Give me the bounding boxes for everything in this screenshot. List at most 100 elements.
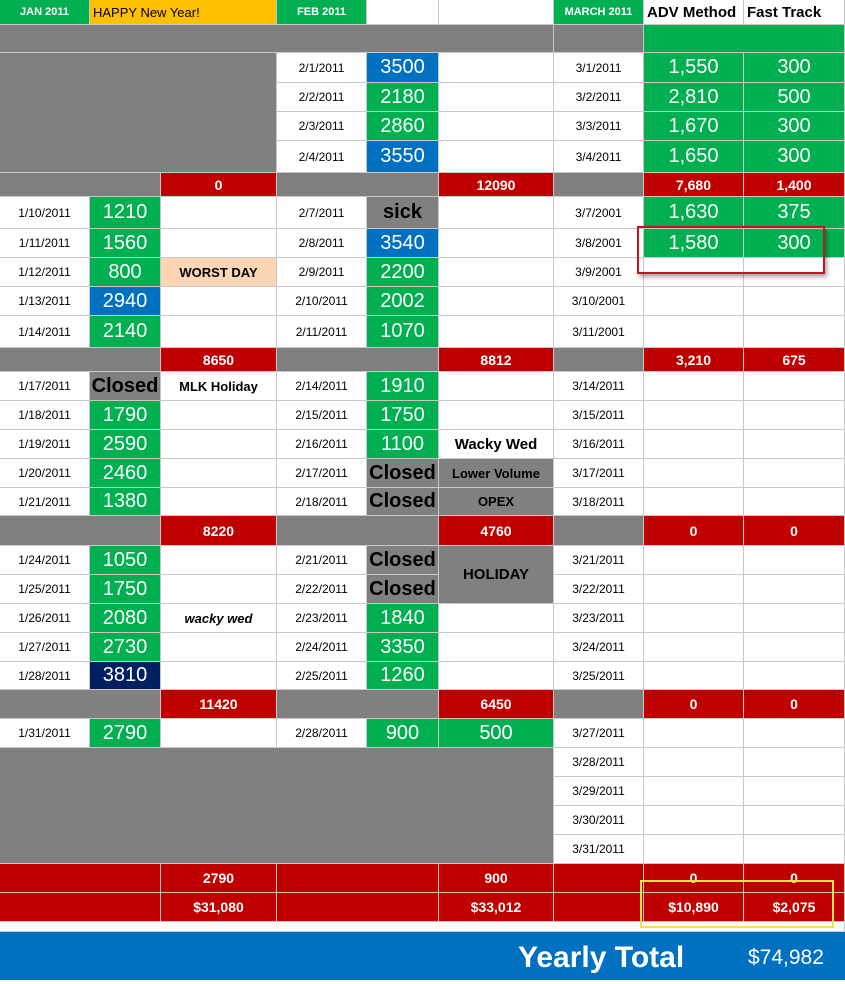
red-cell[interactable]: [277, 864, 439, 893]
jan-value[interactable]: 2790: [90, 719, 161, 748]
march-month-total-fast[interactable]: $2,075: [744, 893, 845, 922]
feb-weekly-total[interactable]: 8812: [439, 348, 554, 372]
jan-value[interactable]: 2940: [90, 287, 161, 316]
march-adv[interactable]: [644, 287, 744, 316]
march-fast[interactable]: [744, 316, 845, 348]
feb-note[interactable]: [439, 229, 554, 258]
feb-value[interactable]: 2200: [367, 258, 439, 287]
feb-month-total[interactable]: $33,012: [439, 893, 554, 922]
feb-weekly-total[interactable]: 12090: [439, 173, 554, 197]
march-adv[interactable]: [644, 806, 744, 835]
feb-weekly-total[interactable]: 6450: [439, 690, 554, 719]
fast-track-header[interactable]: Fast Track: [744, 0, 845, 25]
march-adv[interactable]: [644, 604, 744, 633]
march-weekly-total-adv[interactable]: 0: [644, 864, 744, 893]
jan-weekly-total[interactable]: 8220: [161, 516, 277, 546]
jan-value[interactable]: 1750: [90, 575, 161, 604]
march-fast[interactable]: [744, 777, 845, 806]
jan-gray-block[interactable]: [0, 53, 277, 173]
feb-value[interactable]: 3550: [367, 141, 439, 173]
march-adv[interactable]: [644, 662, 744, 690]
gray-cell[interactable]: [0, 173, 161, 197]
gray-block[interactable]: [0, 748, 554, 864]
jan-month-total[interactable]: $31,080: [161, 893, 277, 922]
jan-note[interactable]: [161, 662, 277, 690]
march-adv[interactable]: 1,650: [644, 141, 744, 173]
march-fast[interactable]: [744, 488, 845, 516]
jan-value[interactable]: Closed: [90, 372, 161, 401]
march-weekly-total-adv[interactable]: 3,210: [644, 348, 744, 372]
empty-cell[interactable]: [367, 0, 439, 25]
march-fast[interactable]: [744, 835, 845, 864]
march-fast[interactable]: [744, 604, 845, 633]
feb-note[interactable]: [439, 633, 554, 662]
march-adv[interactable]: [644, 575, 744, 604]
feb-note[interactable]: [439, 83, 554, 112]
jan-value[interactable]: 1790: [90, 401, 161, 430]
jan-value[interactable]: 1560: [90, 229, 161, 258]
feb-value[interactable]: Closed: [367, 488, 439, 516]
feb-note[interactable]: [439, 258, 554, 287]
jan-weekly-total[interactable]: 2790: [161, 864, 277, 893]
jan-value[interactable]: 2730: [90, 633, 161, 662]
jan-weekly-total[interactable]: 0: [161, 173, 277, 197]
jan-note[interactable]: WORST DAY: [161, 258, 277, 287]
march-adv[interactable]: 1,630: [644, 197, 744, 229]
jan-note[interactable]: [161, 459, 277, 488]
march-month-total-adv[interactable]: $10,890: [644, 893, 744, 922]
march-fast[interactable]: 300: [744, 53, 845, 83]
march-adv[interactable]: [644, 748, 744, 777]
march-adv[interactable]: [644, 835, 744, 864]
jan-weekly-total[interactable]: 11420: [161, 690, 277, 719]
feb-value[interactable]: 2002: [367, 287, 439, 316]
jan-note[interactable]: [161, 430, 277, 459]
feb-value[interactable]: Closed: [367, 546, 439, 575]
jan-value[interactable]: 2460: [90, 459, 161, 488]
adv-method-header[interactable]: ADV Method: [644, 0, 744, 25]
red-cell[interactable]: [277, 893, 439, 922]
jan-value[interactable]: 2590: [90, 430, 161, 459]
jan-value[interactable]: 1380: [90, 488, 161, 516]
gray-cell[interactable]: [0, 516, 161, 546]
feb-value[interactable]: Closed: [367, 459, 439, 488]
march-weekly-total-fast[interactable]: 675: [744, 348, 845, 372]
red-cell[interactable]: [0, 893, 161, 922]
gray-cell[interactable]: [554, 348, 644, 372]
empty-cell[interactable]: [439, 0, 554, 25]
feb-note[interactable]: [439, 662, 554, 690]
feb-value[interactable]: 3350: [367, 633, 439, 662]
march-adv[interactable]: [644, 777, 744, 806]
feb-value[interactable]: 1260: [367, 662, 439, 690]
march-adv[interactable]: 1,550: [644, 53, 744, 83]
march-adv[interactable]: 1,670: [644, 112, 744, 141]
jan-note[interactable]: [161, 229, 277, 258]
feb-note[interactable]: [439, 604, 554, 633]
march-weekly-total-adv[interactable]: 0: [644, 516, 744, 546]
march-fast[interactable]: [744, 372, 845, 401]
feb-value[interactable]: 3500: [367, 53, 439, 83]
march-weekly-total-adv[interactable]: 0: [644, 690, 744, 719]
feb-value[interactable]: 1100: [367, 430, 439, 459]
jan-note[interactable]: [161, 316, 277, 348]
jan-value[interactable]: 800: [90, 258, 161, 287]
march-fast[interactable]: [744, 430, 845, 459]
feb-title[interactable]: FEB 2011: [277, 0, 367, 25]
jan-note[interactable]: [161, 287, 277, 316]
feb-value[interactable]: 3540: [367, 229, 439, 258]
march-adv[interactable]: [644, 546, 744, 575]
jan-note[interactable]: MLK Holiday: [161, 372, 277, 401]
march-fast[interactable]: [744, 806, 845, 835]
march-band[interactable]: [644, 25, 845, 53]
march-fast[interactable]: [744, 748, 845, 777]
march-title[interactable]: MARCH 2011: [554, 0, 644, 25]
red-cell[interactable]: [554, 864, 644, 893]
march-fast[interactable]: [744, 662, 845, 690]
gray-cell[interactable]: [554, 173, 644, 197]
march-fast[interactable]: [744, 401, 845, 430]
march-fast[interactable]: 300: [744, 229, 845, 258]
gray-cell[interactable]: [554, 690, 644, 719]
jan-value[interactable]: 1050: [90, 546, 161, 575]
jan-note[interactable]: [161, 719, 277, 748]
gray-cell[interactable]: [277, 348, 439, 372]
red-cell[interactable]: [0, 864, 161, 893]
